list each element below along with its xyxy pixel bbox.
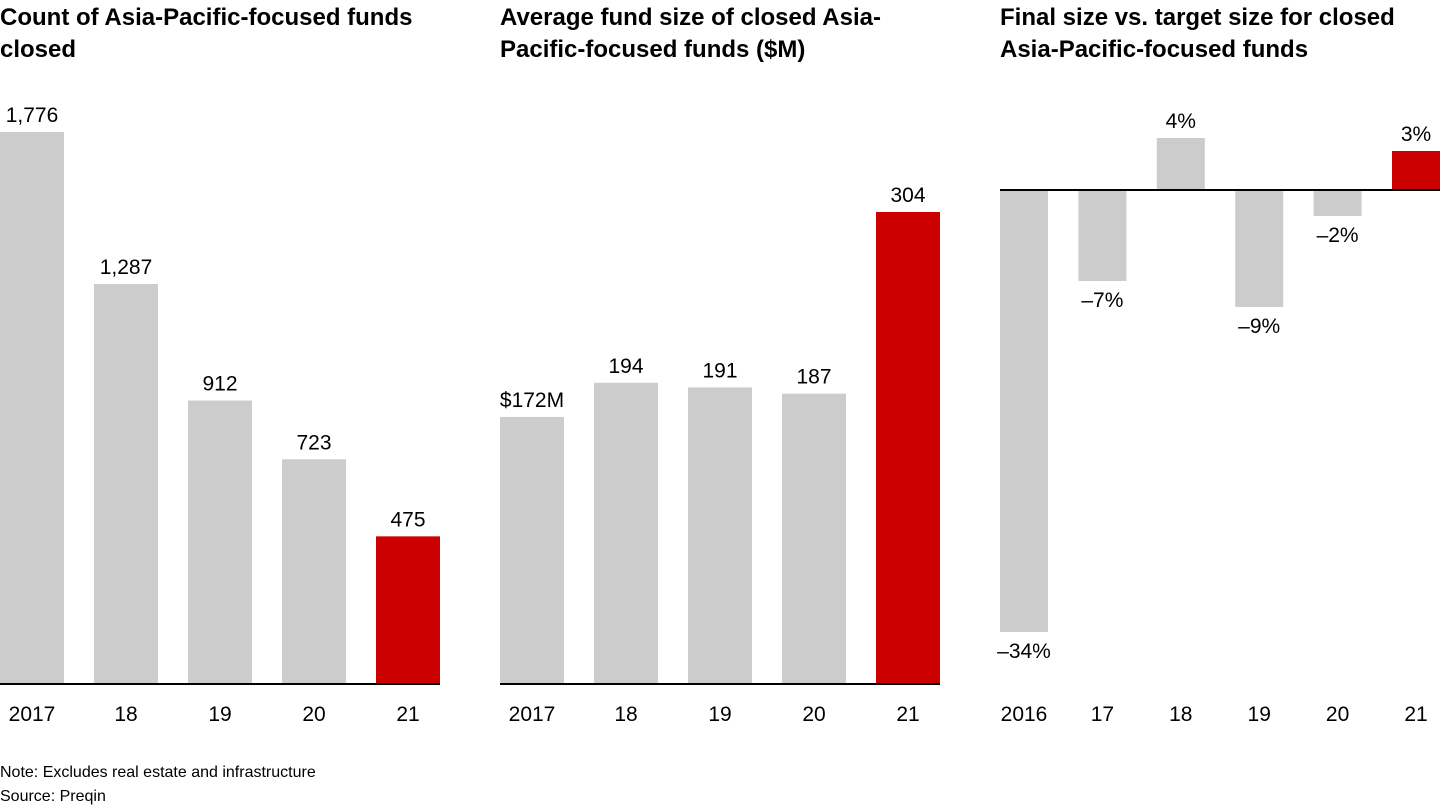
chart3-bar-19 [1235, 190, 1284, 307]
chart2-data-label: 191 [702, 359, 737, 382]
chart1-data-label: 912 [202, 373, 237, 396]
chart3-tick-label: 18 [1169, 703, 1192, 726]
chart1-data-label: 1,776 [6, 104, 59, 127]
chart1-tick-label: 20 [302, 703, 325, 726]
chart2-tick-label: 21 [896, 703, 919, 726]
chart1-data-label: 1,287 [100, 256, 153, 279]
chart2-tick-label: 18 [614, 703, 637, 726]
chart2-data-label: 194 [608, 355, 643, 378]
chart1-bar-19 [188, 400, 252, 684]
chart3-data-label: 4% [1166, 110, 1196, 133]
chart3-bar-18 [1156, 138, 1205, 190]
chart3-tick-label: 19 [1248, 703, 1271, 726]
chart3-data-label: 3% [1401, 123, 1431, 146]
chart3-bar-20 [1313, 190, 1362, 216]
chart3-data-label: –34% [997, 640, 1051, 663]
chart3-bar-2016 [1000, 190, 1048, 632]
chart2-title: Average fund size of closed Asia-Pacific… [500, 4, 881, 63]
chart1-data-label: 475 [390, 508, 425, 531]
chart1-title: Count of Asia-Pacific-focused funds clos… [0, 4, 413, 63]
chart1-data-label: 723 [296, 431, 331, 454]
footer-source: Source: Preqin [0, 788, 106, 805]
chart3-tick-label: 21 [1404, 703, 1427, 726]
chart2-tick-label: 19 [708, 703, 731, 726]
chart2-bar-2017 [500, 416, 564, 684]
chart3-data-label: –9% [1238, 315, 1280, 338]
chart2-bar-18 [594, 382, 658, 684]
chart2-data-label: 304 [890, 184, 925, 207]
footer-note: Note: Excludes real estate and infrastru… [0, 764, 316, 781]
chart2-tick-label: 2017 [509, 703, 556, 726]
chart3-tick-label: 17 [1091, 703, 1114, 726]
chart3-bar-21 [1392, 151, 1440, 190]
chart2-bar-21 [876, 212, 940, 684]
chart1-tick-label: 2017 [9, 703, 56, 726]
chart2-data-label: 187 [796, 366, 831, 389]
chart3-tick-label: 20 [1326, 703, 1349, 726]
chart2-tick-label: 20 [802, 703, 825, 726]
chart2-data-label: $172M [500, 389, 564, 412]
chart3-data-label: –7% [1081, 289, 1123, 312]
chart1-tick-label: 19 [208, 703, 231, 726]
chart2-bar-20 [782, 393, 846, 684]
chart3-tick-label: 2016 [1001, 703, 1048, 726]
chart1-bar-2017 [0, 132, 64, 684]
chart1-tick-label: 18 [114, 703, 137, 726]
chart1-bar-20 [282, 459, 346, 684]
chart1-bar-21 [376, 536, 440, 684]
chart1-tick-label: 21 [396, 703, 419, 726]
chart2-bar-19 [688, 387, 752, 684]
chart3-title: Final size vs. target size for closed As… [1000, 4, 1395, 63]
chart3-data-label: –2% [1317, 224, 1359, 247]
chart3-bar-17 [1078, 190, 1127, 281]
chart1-bar-18 [94, 283, 158, 684]
